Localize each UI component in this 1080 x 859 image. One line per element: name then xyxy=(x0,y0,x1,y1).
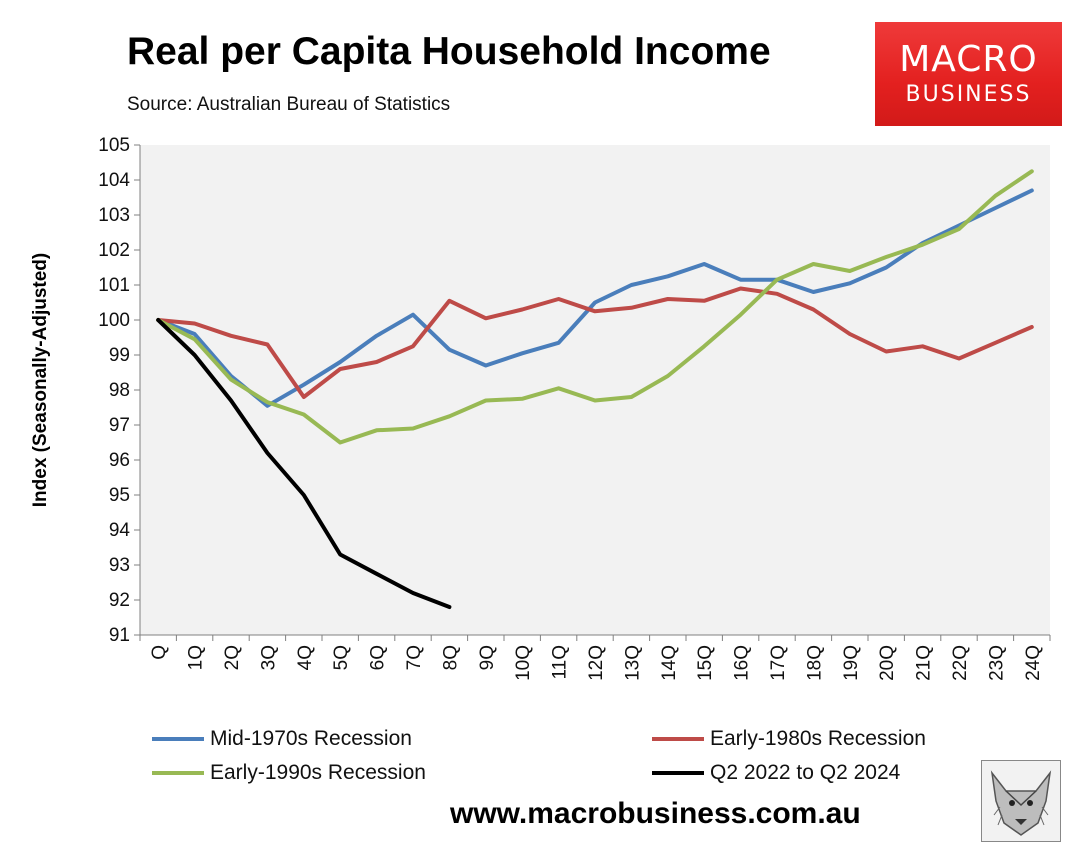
x-tick-label: 12Q xyxy=(586,645,607,681)
legend-swatch xyxy=(652,737,704,741)
x-tick-label: 17Q xyxy=(768,645,789,681)
x-tick-label: 6Q xyxy=(368,645,389,670)
x-tick-label: 4Q xyxy=(295,645,316,670)
y-tick-label: 93 xyxy=(109,555,130,576)
x-tick-label: 5Q xyxy=(331,645,352,670)
y-tick-label: 100 xyxy=(98,310,130,331)
y-tick-label: 104 xyxy=(98,170,130,191)
x-tick-label: 13Q xyxy=(622,645,643,681)
macrobusiness-logo[interactable]: MACRO BUSINESS xyxy=(875,22,1062,126)
y-tick-label: 95 xyxy=(109,485,130,506)
x-tick-label: 22Q xyxy=(950,645,971,681)
legend-item-early-1990s[interactable]: Early-1990s Recession xyxy=(152,760,426,786)
x-tick-label: 19Q xyxy=(841,645,862,681)
x-tick-label: 8Q xyxy=(440,645,461,670)
y-tick-label: 96 xyxy=(109,450,130,471)
legend-swatch xyxy=(152,737,204,741)
logo-line-2: BUSINESS xyxy=(905,82,1032,107)
y-axis-label: Index (Seasonally-Adjusted) xyxy=(30,253,51,507)
x-tick-label: 16Q xyxy=(732,645,753,681)
x-tick-label: 24Q xyxy=(1023,645,1044,681)
legend-swatch xyxy=(652,771,704,775)
plot-area xyxy=(140,145,1050,635)
series-line-2 xyxy=(156,169,1034,445)
legend-swatch xyxy=(152,771,204,775)
series-line-1 xyxy=(156,286,1034,399)
x-tick-label: 14Q xyxy=(659,645,680,681)
legend-item-early-1980s[interactable]: Early-1980s Recession xyxy=(652,726,926,752)
y-tick-label: 92 xyxy=(109,590,130,611)
y-tick-label: 91 xyxy=(109,625,130,646)
x-tick-label: 15Q xyxy=(695,645,716,681)
chart-source: Source: Australian Bureau of Statistics xyxy=(127,94,451,115)
series-lines xyxy=(156,169,1034,609)
legend-item-mid-1970s[interactable]: Mid-1970s Recession xyxy=(152,726,412,752)
x-tick-label: 11Q xyxy=(550,645,571,680)
x-tick-label: 7Q xyxy=(404,645,425,670)
legend-item-q2-2022[interactable]: Q2 2022 to Q2 2024 xyxy=(652,760,900,786)
series-line-3 xyxy=(156,318,452,609)
y-axis: 91 92 93 94 95 96 97 98 99 100 101 102 103 104 105 xyxy=(98,135,141,646)
y-tick-label: 98 xyxy=(109,380,130,401)
y-tick-label: 97 xyxy=(109,415,130,436)
website-url[interactable]: www.macrobusiness.com.au xyxy=(450,797,861,830)
x-tick-label: 3Q xyxy=(258,645,279,670)
x-tick-label: 2Q xyxy=(222,645,243,670)
legend-label: Early-1990s Recession xyxy=(210,761,426,784)
legend-label: Early-1980s Recession xyxy=(710,727,926,750)
wolf-logo-icon xyxy=(981,760,1061,842)
legend-label: Mid-1970s Recession xyxy=(210,727,412,750)
x-tick-label: Q xyxy=(149,645,170,660)
y-tick-label: 105 xyxy=(98,135,130,156)
x-tick-label: 18Q xyxy=(804,645,825,681)
x-tick-label: 10Q xyxy=(513,645,534,681)
x-tick-label: 23Q xyxy=(986,645,1007,681)
y-tick-label: 101 xyxy=(98,275,130,296)
y-tick-label: 99 xyxy=(109,345,130,366)
x-tick-label: 9Q xyxy=(477,645,498,670)
x-tick-label: 21Q xyxy=(914,645,935,681)
y-tick-label: 94 xyxy=(109,520,131,541)
x-axis: Q 1Q 2Q 3Q 4Q 5Q 6Q 7Q 8Q 9Q 10Q 11Q 12Q 13Q 14Q 15Q 16Q… xyxy=(139,634,1051,681)
chart-title: Real per Capita Household Income xyxy=(127,30,771,73)
series-line-0 xyxy=(156,188,1034,408)
logo-line-1: MACRO xyxy=(899,39,1038,80)
line-chart: 91 92 93 94 95 96 97 98 99 100 101 102 103 104 105 Q 1Q… xyxy=(30,135,1051,681)
y-tick-label: 103 xyxy=(98,205,130,226)
y-tick-label: 102 xyxy=(98,240,130,261)
x-tick-label: 1Q xyxy=(186,645,207,670)
legend-label: Q2 2022 to Q2 2024 xyxy=(710,761,901,784)
x-tick-label: 20Q xyxy=(877,645,898,681)
